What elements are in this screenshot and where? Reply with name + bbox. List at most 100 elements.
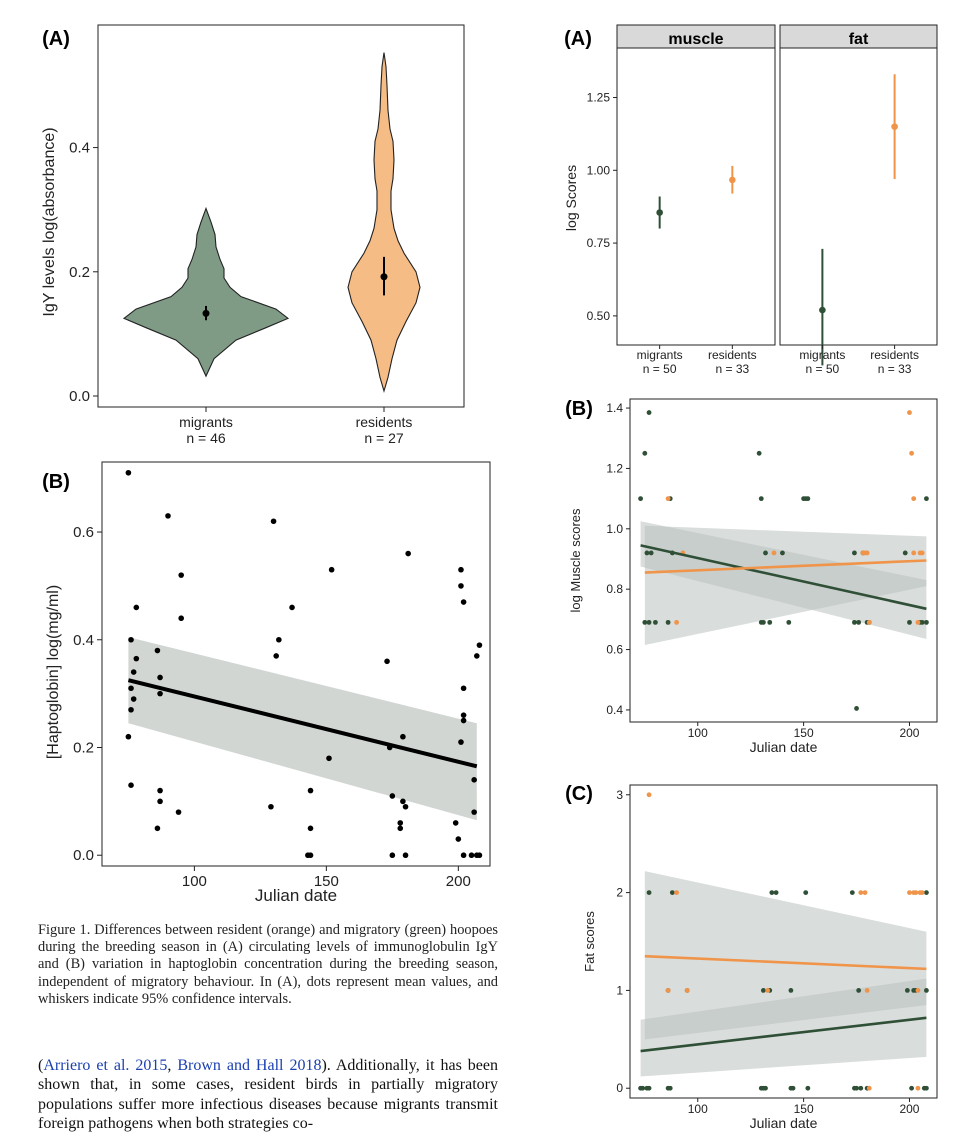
data-point-migrants <box>648 550 654 556</box>
data-point <box>468 852 475 859</box>
data-point <box>460 685 467 692</box>
data-point <box>270 518 277 525</box>
data-point <box>397 825 404 832</box>
regression-line-migrants <box>640 1016 927 1053</box>
data-point <box>402 803 409 810</box>
data-point <box>157 690 163 697</box>
data-point-residents <box>665 496 671 502</box>
y-tick-label: 0.2 <box>73 739 94 756</box>
data-point-migrants <box>760 619 766 625</box>
mean-point <box>729 176 736 184</box>
data-point <box>397 820 404 826</box>
data-point-residents <box>911 550 917 556</box>
body-paragraph: (Arriero et al. 2015, Brown and Hall 201… <box>38 1056 498 1134</box>
confidence-band <box>644 525 927 646</box>
data-point-migrants <box>904 988 910 993</box>
data-point <box>460 599 467 605</box>
data-point-migrants <box>849 890 855 895</box>
data-point <box>125 733 132 740</box>
data-point <box>471 809 477 815</box>
data-point <box>458 583 464 589</box>
data-point-migrants <box>769 890 775 895</box>
data-point-migrants <box>790 1085 796 1091</box>
citation-link[interactable]: Arriero et al. 2015 <box>43 1057 168 1074</box>
x-tick-label: residents <box>870 348 919 362</box>
data-point-residents <box>915 988 921 993</box>
data-point-migrants <box>763 1085 768 1091</box>
data-point <box>157 798 163 805</box>
y-tick-label: 0.8 <box>606 582 623 596</box>
x-tick-label: residents <box>356 414 413 430</box>
panel-label: (A) <box>564 28 592 50</box>
data-point <box>130 669 137 675</box>
data-point-residents <box>915 1085 921 1091</box>
data-point <box>405 550 411 557</box>
data-point-migrants <box>653 619 658 625</box>
regression-line-residents <box>644 954 927 971</box>
y-tick-label: 1.00 <box>587 163 611 177</box>
data-point-residents <box>665 988 671 993</box>
regression-line-residents <box>644 559 927 574</box>
y-axis-label: Fat scores <box>582 920 597 972</box>
panel-label: (B) <box>565 398 593 420</box>
y-tick-label: 0.4 <box>606 703 623 717</box>
confidence-band <box>644 920 927 1040</box>
x-tick-label: 150 <box>314 873 339 890</box>
panel-label: (A) <box>42 28 70 50</box>
data-point-residents <box>907 890 912 895</box>
plot-frame <box>779 47 938 346</box>
data-point-residents <box>684 988 690 993</box>
x-tick-label: migrants <box>799 348 845 362</box>
data-point-migrants <box>767 619 773 625</box>
citation-link[interactable]: Brown and Hall 2018 <box>177 1057 322 1074</box>
data-point <box>460 712 467 718</box>
data-point-migrants <box>919 619 925 625</box>
scores-facet-panel: (A) 0.50 0.75 1.00 1.25 log Scores muscle migra… <box>563 24 938 376</box>
y-tick-label: 0.50 <box>587 309 611 323</box>
confidence-band <box>128 637 477 821</box>
data-point <box>328 566 335 573</box>
x-tick-sublabel: n = 50 <box>806 362 840 376</box>
y-tick-label: 1.25 <box>587 91 611 105</box>
data-point-migrants <box>902 550 908 556</box>
data-point-migrants <box>858 1085 864 1091</box>
data-point <box>476 642 483 648</box>
haptoglobin-panel: (B) 0.0 0.2 0.4 0.6 100 150 200 Julian date [Hapt… <box>42 461 491 905</box>
data-point-migrants <box>907 619 912 625</box>
plot-frame <box>629 398 938 723</box>
x-axis-label: Julian date <box>255 886 337 905</box>
data-point-residents <box>858 890 864 895</box>
data-point-migrants <box>756 450 762 456</box>
mean-point <box>819 306 826 314</box>
data-point <box>128 782 134 788</box>
facet-label: fat <box>849 31 869 48</box>
x-tick-label: 200 <box>446 873 471 890</box>
y-tick-label: 0.6 <box>606 643 623 657</box>
figure-caption: Figure 1. Differences between resident (… <box>38 922 498 1007</box>
x-tick-sublabel: n = 33 <box>715 362 749 376</box>
y-tick-label: 1.2 <box>606 461 623 475</box>
data-point-migrants <box>924 1085 929 1091</box>
separator: , <box>167 1057 178 1074</box>
mean-point <box>380 273 388 281</box>
data-point-migrants <box>805 496 811 502</box>
data-point <box>458 566 464 573</box>
data-point-migrants <box>665 619 671 625</box>
x-tick-label: 200 <box>899 726 919 740</box>
data-point-residents <box>911 496 917 502</box>
data-point-migrants <box>856 988 862 993</box>
data-point <box>157 787 163 794</box>
x-tick-label: 100 <box>688 726 708 740</box>
x-axis-label: Julian date <box>750 1115 818 1131</box>
data-point <box>452 820 459 826</box>
figure-canvas: (A) 0.0 0.2 0.4 IgY levels log(absorbance) mi… <box>41 24 938 920</box>
data-point <box>178 572 184 578</box>
data-point <box>400 798 406 805</box>
data-point-residents <box>674 619 679 625</box>
data-point <box>154 825 161 832</box>
mean-point <box>891 123 898 130</box>
data-point <box>165 513 171 519</box>
y-tick-label: 0.4 <box>69 140 90 157</box>
